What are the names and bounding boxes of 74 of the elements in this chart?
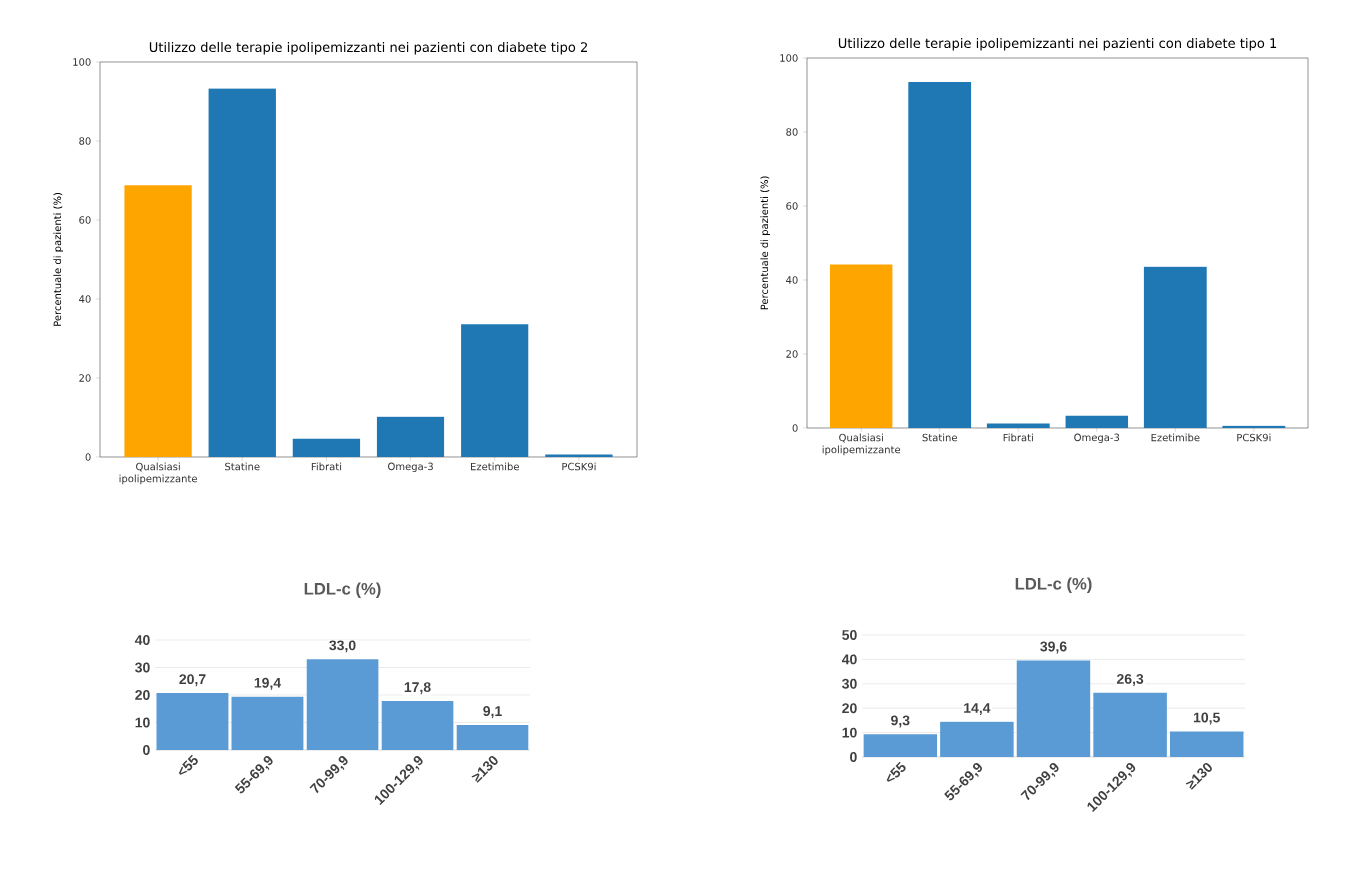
chart-title: Utilizzo delle terapie ipolipemizzanti nei pazienti con diabete tipo 2 <box>149 41 587 55</box>
x-tick-label: PCSK9i <box>562 462 596 471</box>
y-tick-label: 0 <box>143 745 150 755</box>
data-label: 9,3 <box>891 715 910 728</box>
x-tick-label: Statine <box>225 462 260 471</box>
x-tick-label: Ezetimibe <box>1151 433 1200 442</box>
y-tick-label: 10 <box>842 727 857 738</box>
y-tick-label: 80 <box>786 128 798 136</box>
y-tick-label: 20 <box>842 703 857 714</box>
bar <box>231 696 304 750</box>
chart-title: Utilizzo delle terapie ipolipemizzanti nei pazienti con diabete tipo 1 <box>838 37 1277 51</box>
y-tick-label: 40 <box>134 635 150 645</box>
bar <box>376 416 445 457</box>
y-axis-title: Percentuale di pazienti (%) <box>53 193 64 326</box>
x-tick-label: PCSK9i <box>1237 433 1271 442</box>
y-tick-label: 40 <box>79 295 91 303</box>
chart-title: LDL-c (%) <box>1015 577 1092 593</box>
y-tick-label: 20 <box>786 350 798 358</box>
bar <box>1016 660 1091 757</box>
data-label: 19,4 <box>254 677 282 690</box>
bar <box>1093 692 1167 757</box>
x-tick-label: Qualsiasi ipolipemizzante <box>119 462 197 485</box>
data-label: 33,0 <box>329 640 356 653</box>
y-tick-label: 40 <box>841 654 857 665</box>
bar <box>381 701 454 750</box>
y-tick-label: 40 <box>786 276 798 284</box>
data-label: 14,4 <box>964 703 991 715</box>
data-label: 26,3 <box>1116 673 1144 686</box>
y-tick-label: 80 <box>79 137 91 145</box>
x-tick-label: Fibrati <box>1003 433 1033 442</box>
y-tick-label: 30 <box>842 678 857 689</box>
bar <box>829 264 893 428</box>
bar <box>124 185 192 457</box>
bar <box>156 693 229 750</box>
bar <box>863 734 938 757</box>
y-tick-label: 20 <box>135 690 150 700</box>
data-label: 17,8 <box>404 682 431 695</box>
x-tick-label: <55 <box>178 754 198 775</box>
y-tick-label: 30 <box>135 662 150 673</box>
y-tick-label: 60 <box>786 202 798 210</box>
x-tick-label: Ezetimibe <box>471 462 519 471</box>
bar <box>1169 731 1244 757</box>
bar <box>292 438 361 457</box>
y-tick-label: 10 <box>135 717 150 728</box>
data-label: 10,5 <box>1193 712 1220 725</box>
bar <box>1143 266 1207 428</box>
data-label: 39,6 <box>1040 641 1067 654</box>
y-tick-label: 100 <box>780 54 798 62</box>
bar <box>461 324 529 457</box>
bar <box>986 423 1050 428</box>
x-tick-label: Fibrati <box>311 462 342 471</box>
y-tick-label: 0 <box>85 453 91 461</box>
y-tick-label: 60 <box>79 216 91 224</box>
bar <box>908 82 972 428</box>
y-axis-title: Percentuale di pazienti (%) <box>760 176 771 310</box>
bar <box>208 88 276 457</box>
x-tick-label: Omega-3 <box>388 462 433 473</box>
data-label: 9,1 <box>483 706 502 719</box>
bar <box>1222 425 1286 428</box>
data-label: 20,7 <box>179 674 206 687</box>
y-tick-label: 100 <box>73 58 91 66</box>
bar <box>1065 415 1129 428</box>
y-tick-label: 20 <box>79 374 91 382</box>
y-tick-label: 50 <box>842 630 857 640</box>
x-tick-label: <55 <box>886 761 906 782</box>
bar <box>456 724 529 750</box>
y-tick-label: 0 <box>792 424 798 432</box>
x-tick-label: Qualsiasi ipolipemizzante <box>822 433 901 456</box>
bar <box>306 659 379 750</box>
chart-title: LDL-c (%) <box>304 582 381 598</box>
bar <box>940 721 1014 757</box>
x-tick-label: Omega-3 <box>1074 433 1120 444</box>
y-tick-label: 0 <box>850 752 857 762</box>
x-tick-label: Statine <box>922 433 957 442</box>
